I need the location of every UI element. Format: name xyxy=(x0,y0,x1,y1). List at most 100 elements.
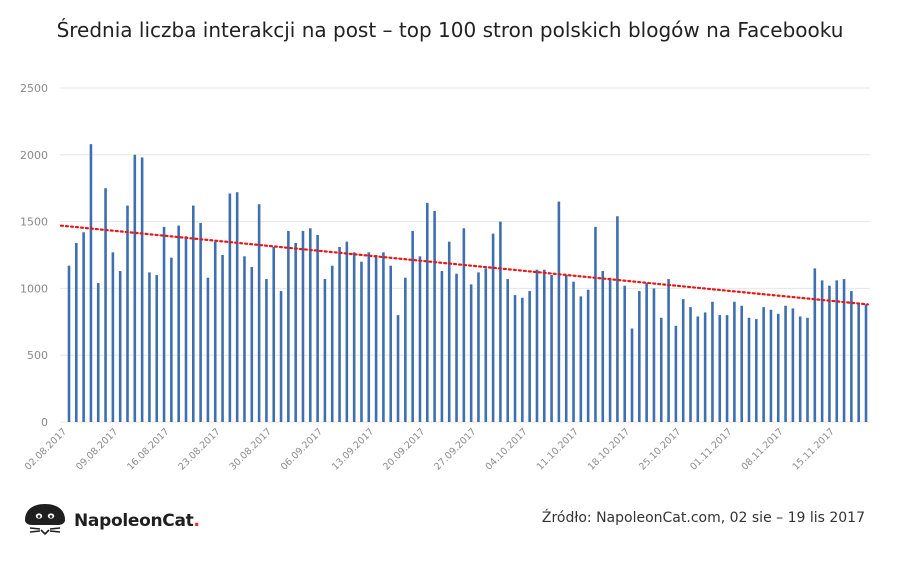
bar xyxy=(374,255,378,422)
x-tick-label: 18.10.2017 xyxy=(586,426,632,472)
bar xyxy=(491,233,495,422)
source-note: Źródło: NapoleonCat.com, 02 sie – 19 lis… xyxy=(541,510,865,526)
bar xyxy=(703,312,707,422)
bar xyxy=(162,226,166,422)
bar xyxy=(667,279,670,422)
bar xyxy=(813,268,817,422)
y-axis-ticks: 0 500 1000 1500 2000 2500 xyxy=(20,82,48,429)
bar xyxy=(740,305,743,422)
bar xyxy=(89,144,93,422)
bar xyxy=(75,242,78,422)
y-tick-label: 500 xyxy=(27,349,48,362)
bar xyxy=(440,271,444,422)
x-tick-label: 06.09.2017 xyxy=(279,426,325,472)
brand-dot: . xyxy=(193,511,200,531)
bar xyxy=(711,301,714,422)
x-tick-label: 08.11.2017 xyxy=(739,426,785,472)
bar xyxy=(170,257,173,422)
bar xyxy=(798,316,802,422)
bar xyxy=(425,202,429,422)
bar xyxy=(769,309,773,422)
bar xyxy=(265,279,268,422)
cat-logo-icon xyxy=(25,504,65,536)
bar xyxy=(133,154,137,423)
bar xyxy=(484,268,488,422)
bar xyxy=(513,295,517,422)
bar xyxy=(776,313,780,422)
bar xyxy=(360,261,363,422)
bar xyxy=(177,225,180,422)
bar xyxy=(82,232,85,422)
bar xyxy=(689,307,692,422)
bar xyxy=(345,241,349,422)
bar xyxy=(389,265,393,422)
bar xyxy=(718,315,722,422)
bar xyxy=(550,275,553,422)
bar xyxy=(352,252,356,422)
bar xyxy=(557,201,561,422)
x-axis-ticks: 02.08.2017 09.08.2017 16.08.2017 23.08.2017… xyxy=(23,426,837,472)
bar xyxy=(148,272,151,422)
bar xyxy=(528,291,531,422)
brand-name: NapoleonCat xyxy=(74,511,194,531)
bar xyxy=(579,296,583,422)
bar xyxy=(199,222,202,422)
bar xyxy=(645,283,648,422)
bar xyxy=(433,210,436,422)
bar xyxy=(308,228,312,422)
bar xyxy=(806,317,809,422)
bar xyxy=(850,291,853,422)
bar xyxy=(659,317,663,422)
bar xyxy=(784,305,787,422)
bar xyxy=(506,279,510,422)
bar xyxy=(155,275,159,422)
bar xyxy=(864,304,868,422)
bar xyxy=(747,317,751,422)
y-tick-label: 2500 xyxy=(20,82,48,95)
bar xyxy=(118,271,122,422)
bar xyxy=(499,221,502,422)
bar xyxy=(396,315,400,422)
x-tick-label: 13.09.2017 xyxy=(330,426,376,472)
bar xyxy=(192,205,195,422)
bar xyxy=(521,297,524,422)
bar xyxy=(835,280,839,422)
bar xyxy=(725,315,729,422)
bar xyxy=(469,284,473,422)
bar xyxy=(616,216,619,422)
bar xyxy=(447,241,451,422)
x-tick-label: 16.08.2017 xyxy=(125,426,171,472)
x-tick-label: 23.08.2017 xyxy=(176,426,222,472)
bar xyxy=(564,275,568,422)
x-tick-label: 27.09.2017 xyxy=(432,426,478,472)
trendline xyxy=(59,224,870,306)
trend-line xyxy=(59,224,870,306)
bar xyxy=(630,328,634,422)
x-tick-label: 02.08.2017 xyxy=(23,426,69,472)
bars xyxy=(67,144,868,423)
x-tick-label: 11.10.2017 xyxy=(535,426,581,472)
bar xyxy=(681,299,685,422)
bar xyxy=(323,279,327,422)
x-tick-label: 20.09.2017 xyxy=(381,426,427,472)
bar xyxy=(674,325,678,422)
bar xyxy=(213,241,217,422)
bar xyxy=(542,269,546,422)
bar xyxy=(382,252,385,422)
bar xyxy=(733,301,736,422)
x-tick-label: 25.10.2017 xyxy=(637,426,683,472)
bar xyxy=(608,277,612,422)
bar xyxy=(316,234,319,422)
bar xyxy=(294,242,297,422)
y-tick-label: 0 xyxy=(41,416,48,429)
bar xyxy=(140,157,144,423)
x-tick-label: 15.11.2017 xyxy=(791,426,837,472)
y-tick-label: 1500 xyxy=(20,216,48,229)
bar xyxy=(301,230,305,422)
bar xyxy=(418,256,422,422)
bar xyxy=(696,316,700,422)
bar xyxy=(104,188,107,422)
bar xyxy=(272,246,276,422)
bar xyxy=(820,280,824,422)
y-tick-label: 1000 xyxy=(20,282,48,295)
